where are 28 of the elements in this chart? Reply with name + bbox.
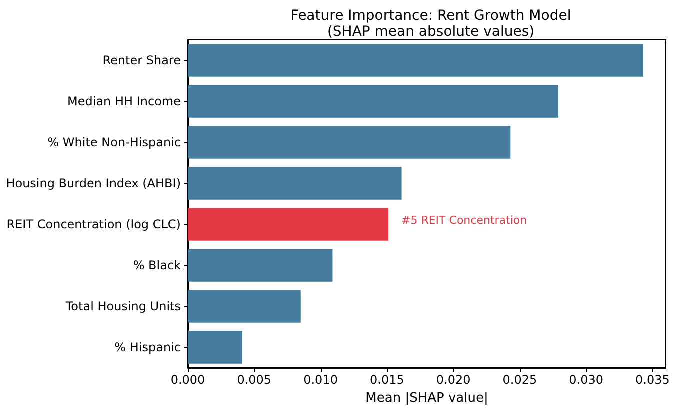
y-tick-label: Housing Burden Index (AHBI) bbox=[6, 176, 181, 190]
x-tick-label: 0.015 bbox=[370, 373, 404, 387]
y-tick-label: % Black bbox=[133, 258, 182, 272]
bar bbox=[188, 290, 301, 323]
y-tick-label: Total Housing Units bbox=[64, 300, 181, 314]
y-tick-label: Median HH Income bbox=[68, 94, 181, 108]
x-tick-label: 0.035 bbox=[636, 373, 670, 387]
x-tick-label: 0.030 bbox=[569, 373, 604, 387]
bar bbox=[188, 44, 644, 77]
y-tick-label: Renter Share bbox=[102, 54, 181, 68]
y-tick-label: REIT Concentration (log CLC) bbox=[6, 218, 181, 232]
bar bbox=[188, 85, 558, 118]
x-axis-title: Mean |SHAP value| bbox=[366, 391, 488, 406]
chart-title: Feature Importance: Rent Growth Model bbox=[290, 8, 572, 24]
bar bbox=[188, 331, 242, 364]
bar bbox=[188, 249, 333, 282]
x-tick-label: 0.025 bbox=[502, 373, 538, 387]
x-tick-label: 0.010 bbox=[304, 373, 338, 387]
annotation: #5 REIT Concentration bbox=[401, 214, 528, 227]
y-tick-label: % Hispanic bbox=[114, 340, 181, 354]
x-tick-label: 0.000 bbox=[170, 373, 206, 387]
y-tick-label: % White Non-Hispanic bbox=[48, 136, 181, 150]
bar bbox=[188, 208, 388, 241]
chart-subtitle: (SHAP mean absolute values) bbox=[327, 24, 535, 40]
bar bbox=[188, 167, 402, 200]
x-tick-label: 0.020 bbox=[436, 373, 471, 387]
bar bbox=[188, 126, 511, 159]
x-tick-label: 0.005 bbox=[237, 373, 272, 387]
